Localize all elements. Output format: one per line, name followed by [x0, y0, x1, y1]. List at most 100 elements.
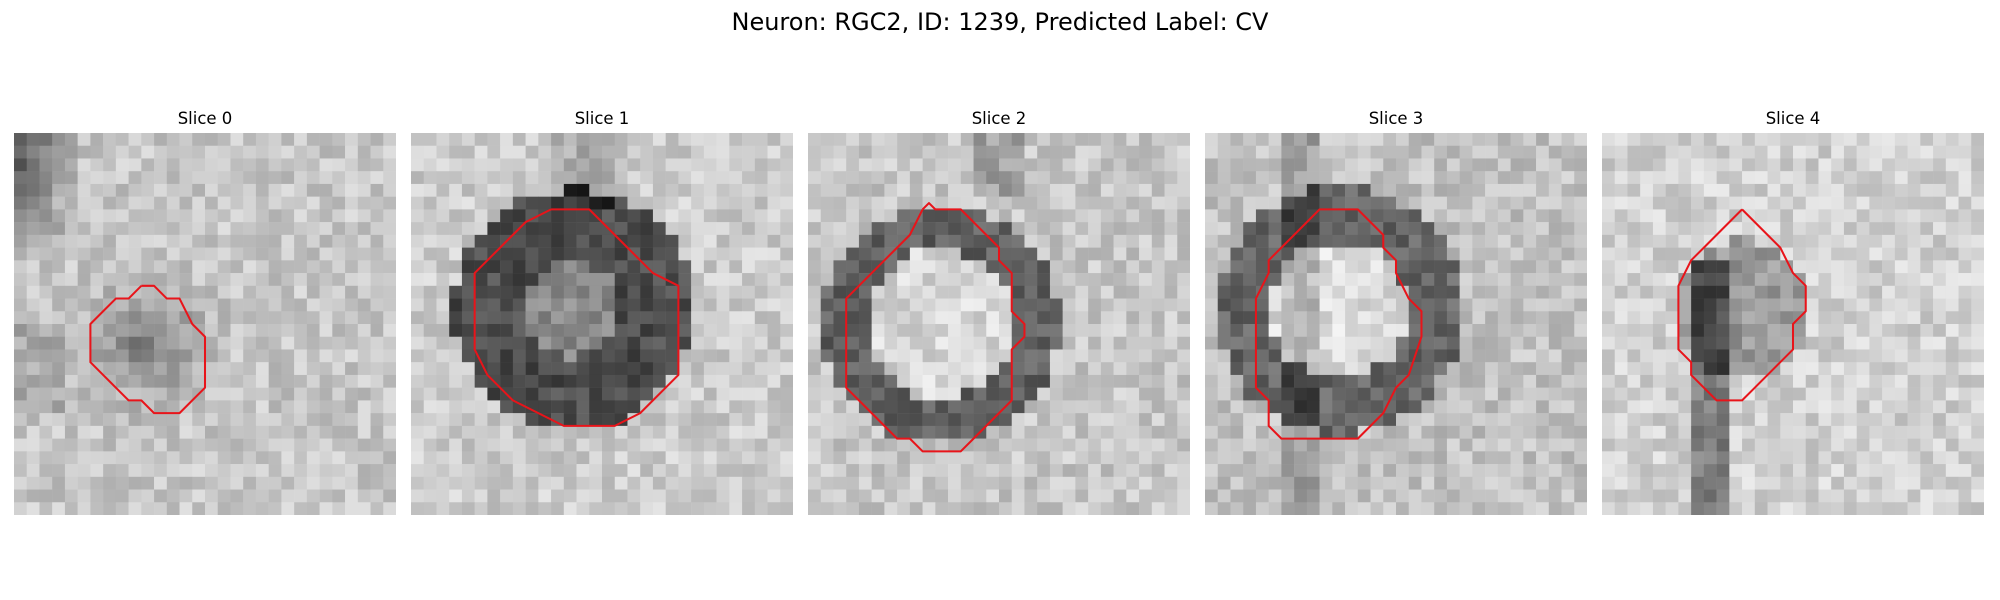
image-pixel — [1574, 324, 1587, 337]
image-pixel — [461, 324, 475, 337]
image-pixel — [1869, 349, 1883, 363]
image-pixel — [1678, 502, 1692, 515]
image-pixel — [652, 349, 666, 363]
image-pixel — [742, 260, 756, 274]
image-pixel — [436, 247, 450, 261]
roi-contour — [1677, 208, 1807, 402]
image-pixel — [1126, 451, 1140, 465]
image-pixel — [576, 425, 590, 439]
image-pixel — [306, 502, 320, 515]
image-pixel — [1716, 247, 1730, 261]
image-pixel — [1510, 158, 1524, 172]
image-pixel — [1882, 183, 1896, 197]
image-pixel — [1856, 425, 1870, 439]
image-pixel — [1510, 476, 1524, 490]
image-pixel — [230, 171, 244, 185]
image-pixel — [1383, 464, 1397, 478]
image-pixel — [1037, 247, 1051, 261]
image-pixel — [960, 413, 974, 427]
image-pixel — [602, 400, 615, 414]
image-pixel — [1561, 336, 1575, 350]
image-pixel — [922, 349, 936, 363]
image-pixel — [1151, 413, 1165, 427]
image-pixel — [128, 324, 142, 337]
image-pixel — [1665, 273, 1679, 287]
image-pixel — [26, 234, 40, 248]
image-pixel — [474, 133, 488, 146]
image-pixel — [411, 209, 424, 223]
image-pixel — [1627, 400, 1641, 414]
image-pixel — [884, 451, 898, 465]
image-pixel — [652, 133, 666, 146]
image-pixel — [1024, 247, 1038, 261]
image-pixel — [1574, 260, 1587, 274]
image-pixel — [1843, 171, 1857, 185]
image-pixel — [141, 196, 155, 210]
image-pixel — [1459, 196, 1473, 210]
image-pixel — [1920, 451, 1934, 465]
image-pixel — [243, 336, 257, 350]
image-pixel — [1088, 311, 1102, 325]
image-pixel — [1383, 400, 1397, 414]
image-pixel — [1408, 260, 1422, 274]
image-pixel — [423, 438, 437, 452]
image-pixel — [141, 349, 155, 363]
image-pixel — [1497, 489, 1511, 503]
image-pixel — [1652, 209, 1666, 223]
image-pixel — [1793, 247, 1806, 261]
image-pixel — [614, 247, 628, 261]
image-pixel — [754, 196, 768, 210]
image-pixel — [1230, 273, 1244, 287]
image-pixel — [294, 133, 308, 146]
image-pixel — [742, 336, 756, 350]
image-pixel — [39, 464, 53, 478]
image-pixel — [1882, 145, 1896, 159]
image-pixel — [627, 502, 641, 515]
image-pixel — [1920, 298, 1934, 312]
image-pixel — [1113, 196, 1127, 210]
image-pixel — [602, 413, 615, 427]
image-pixel — [1793, 171, 1806, 185]
image-pixel — [1294, 234, 1308, 248]
image-pixel — [742, 374, 756, 388]
image-pixel — [1243, 451, 1257, 465]
image-pixel — [1037, 209, 1051, 223]
image-pixel — [808, 425, 821, 439]
image-pixel — [1434, 362, 1448, 376]
image-pixel — [1459, 476, 1473, 490]
image-pixel — [1805, 209, 1819, 223]
image-pixel — [691, 349, 705, 363]
image-pixel — [820, 222, 834, 236]
image-pixel — [77, 196, 91, 210]
image-pixel — [26, 387, 40, 401]
image-pixel — [729, 438, 743, 452]
image-pixel — [1754, 476, 1768, 490]
image-pixel — [1894, 400, 1908, 414]
image-pixel — [1446, 451, 1460, 465]
image-pixel — [665, 158, 679, 172]
image-pixel — [1933, 273, 1947, 287]
image-pixel — [1574, 273, 1587, 287]
image-pixel — [1408, 413, 1422, 427]
image-pixel — [154, 222, 168, 236]
image-pixel — [64, 183, 78, 197]
image-pixel — [1920, 464, 1934, 478]
image-pixel — [742, 145, 756, 159]
image-pixel — [1627, 476, 1641, 490]
image-pixel — [1497, 273, 1511, 287]
image-pixel — [691, 387, 705, 401]
image-pixel — [808, 476, 821, 490]
image-pixel — [77, 311, 91, 325]
image-pixel — [999, 324, 1012, 337]
image-pixel — [576, 451, 590, 465]
image-pixel — [691, 171, 705, 185]
image-pixel — [128, 336, 142, 350]
image-pixel — [1793, 362, 1806, 376]
image-pixel — [1113, 451, 1127, 465]
image-pixel — [449, 145, 463, 159]
image-pixel — [665, 425, 679, 439]
image-pixel — [115, 222, 129, 236]
image-pixel — [1230, 222, 1244, 236]
image-pixel — [1126, 387, 1140, 401]
image-pixel — [64, 413, 78, 427]
